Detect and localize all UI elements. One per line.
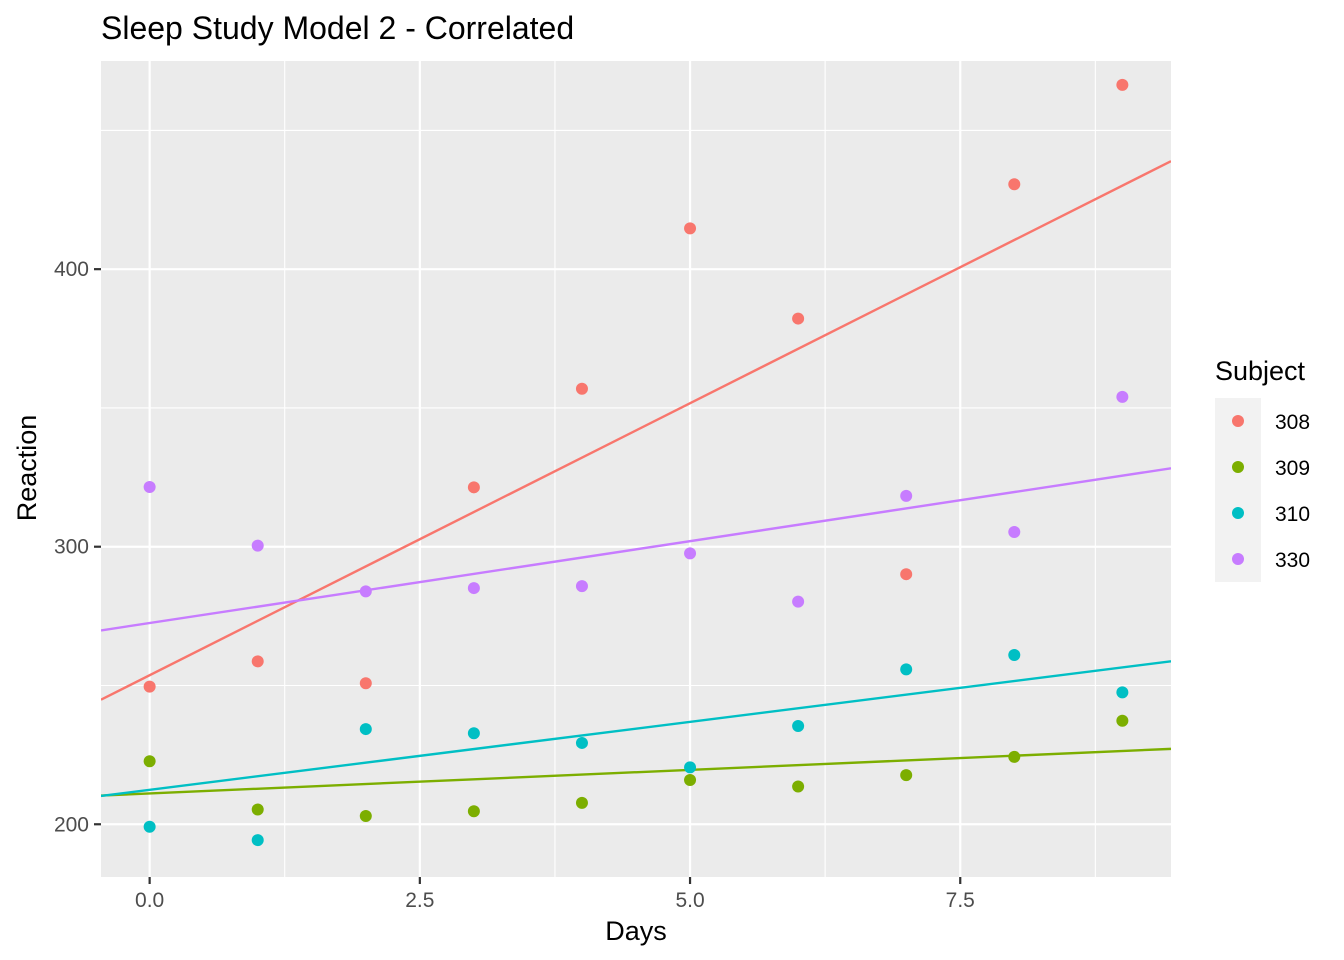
- legend: Subject 308 309 310 330: [1215, 356, 1310, 582]
- x-axis-title: Days: [605, 916, 667, 946]
- data-point: [467, 582, 480, 595]
- x-tick-label: 7.5: [946, 889, 975, 912]
- data-point: [1008, 526, 1021, 539]
- data-point: [792, 595, 805, 608]
- fit-line-310: [101, 660, 1171, 798]
- data-point: [251, 803, 264, 816]
- data-point: [1116, 714, 1129, 727]
- data-point: [684, 773, 697, 786]
- data-point: [251, 834, 264, 847]
- x-tick-label: 2.5: [405, 889, 434, 912]
- legend-key-308: [1232, 415, 1244, 427]
- series-310: [143, 648, 1129, 847]
- legend-label-308: 308: [1275, 411, 1310, 434]
- legend-key-330: [1232, 553, 1244, 565]
- legend-title: Subject: [1215, 356, 1306, 386]
- fit-line-330: [101, 467, 1171, 632]
- fit-line-309: [101, 747, 1171, 797]
- data-point: [792, 312, 805, 325]
- y-tick-label: 200: [54, 813, 89, 836]
- data-point: [684, 547, 697, 560]
- data-point: [1008, 750, 1021, 763]
- data-point: [575, 736, 588, 749]
- data-point: [900, 663, 913, 676]
- data-point: [684, 761, 697, 774]
- chart-title: Sleep Study Model 2 - Correlated: [101, 10, 574, 46]
- data-point: [792, 720, 805, 733]
- series-308: [143, 78, 1129, 693]
- data-point: [143, 481, 156, 494]
- legend-key-309: [1232, 461, 1244, 473]
- data-point: [359, 723, 372, 736]
- data-point: [1116, 390, 1129, 403]
- data-point: [359, 809, 372, 822]
- data-point: [251, 655, 264, 668]
- data-point: [1008, 648, 1021, 661]
- data-point: [792, 780, 805, 793]
- axes: 0.0 2.5 5.0 7.5 200 300 400: [54, 258, 975, 912]
- legend-key-310: [1232, 507, 1244, 519]
- legend-label-310: 310: [1275, 503, 1310, 526]
- panel-background: [101, 61, 1171, 877]
- data-point: [575, 580, 588, 593]
- data-point: [900, 568, 913, 581]
- legend-key-background: [1215, 398, 1261, 582]
- data-point: [251, 539, 264, 552]
- data-point: [359, 677, 372, 690]
- data-point: [143, 680, 156, 693]
- data-point: [900, 769, 913, 782]
- data-point: [467, 727, 480, 740]
- data-point: [467, 805, 480, 818]
- data-point: [1008, 178, 1021, 191]
- fit-line-308: [101, 160, 1171, 701]
- data-point: [1116, 78, 1129, 91]
- data-point: [1116, 686, 1129, 699]
- data-point: [900, 489, 913, 502]
- data-point: [467, 481, 480, 494]
- y-tick-label: 300: [54, 536, 89, 559]
- data-point: [575, 382, 588, 395]
- legend-label-330: 330: [1275, 549, 1310, 572]
- y-tick-label: 400: [54, 258, 89, 281]
- y-axis-title: Reaction: [12, 415, 42, 522]
- x-tick-label: 0.0: [135, 889, 164, 912]
- x-tick-label: 5.0: [675, 889, 704, 912]
- series-309: [143, 714, 1129, 822]
- data-point: [359, 585, 372, 598]
- legend-label-309: 309: [1275, 457, 1310, 480]
- data-point: [143, 820, 156, 833]
- series-330: [143, 390, 1129, 608]
- data-point: [684, 222, 697, 235]
- data-point: [575, 796, 588, 809]
- plot-panel: [101, 61, 1171, 877]
- data-point: [143, 755, 156, 768]
- fit-lines: [101, 160, 1171, 798]
